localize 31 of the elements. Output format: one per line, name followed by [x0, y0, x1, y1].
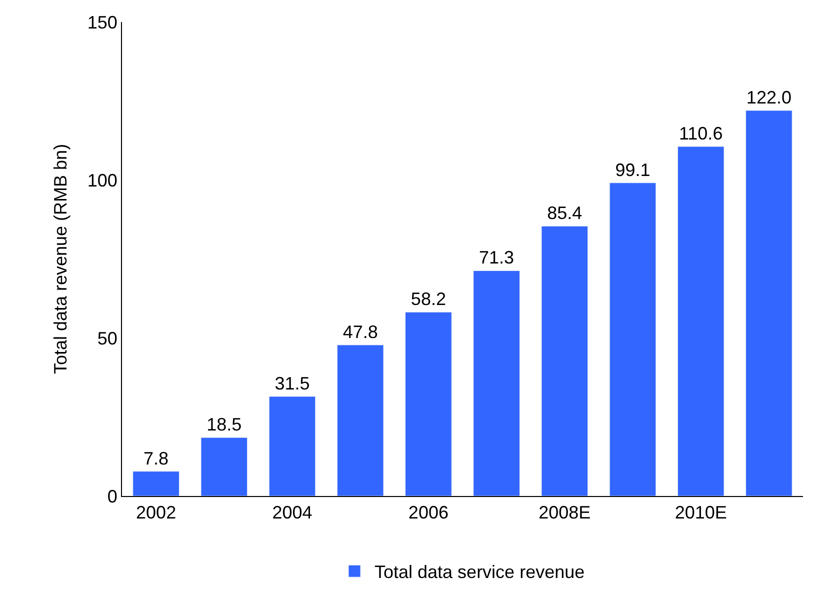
bar	[541, 226, 588, 496]
bar	[405, 312, 452, 496]
x-tick-label: 2010E	[674, 502, 727, 523]
x-tick-label: 2008E	[538, 502, 591, 523]
bar	[609, 182, 656, 496]
x-tick-label: 2006	[408, 502, 448, 523]
bar	[200, 437, 248, 496]
bar	[473, 270, 520, 496]
bar	[336, 344, 384, 496]
data-label: 18.5	[206, 414, 242, 435]
y-tick-label: 0	[107, 486, 118, 506]
data-label: 110.6	[678, 124, 723, 144]
bar	[746, 110, 792, 496]
bar	[268, 396, 316, 496]
y-tick-label: 100	[87, 170, 118, 190]
data-label: 7.8	[144, 448, 169, 468]
y-tick-label: 50	[97, 328, 118, 348]
data-label: 47.8	[342, 322, 378, 342]
data-label: 122.0	[746, 87, 792, 108]
y-axis-title: Total data revenue (RMB bn)	[50, 144, 71, 374]
x-tick-label: 2002	[136, 502, 176, 523]
data-label: 85.4	[547, 203, 582, 224]
y-tick-label: 150	[87, 12, 118, 32]
bar	[132, 471, 180, 496]
legend-label: Total data service revenue	[374, 562, 585, 582]
data-label: 58.2	[410, 289, 446, 310]
data-label: 99.1	[615, 160, 650, 180]
bar	[677, 146, 724, 496]
data-label: 71.3	[479, 248, 514, 268]
x-tick-label: 2004	[272, 502, 312, 523]
data-label: 31.5	[274, 373, 310, 394]
